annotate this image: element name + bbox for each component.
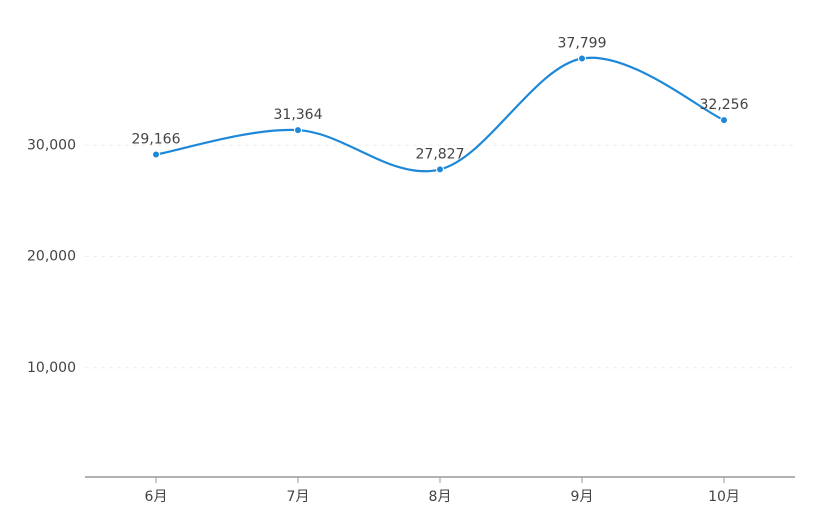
point: [578, 54, 586, 63]
y-tick-label: 10,000: [27, 360, 76, 376]
x-tick-label: 10月: [708, 489, 740, 505]
x-tick-label: 8月: [429, 489, 452, 505]
value-label: 32,256: [700, 97, 749, 113]
x-tick-label: 9月: [571, 489, 594, 505]
x-tick-label: 7月: [287, 489, 310, 505]
value-label: 31,364: [274, 107, 323, 123]
y-tick-label: 20,000: [27, 249, 76, 265]
value-label: 37,799: [558, 35, 607, 51]
y-tick-label: 30,000: [27, 137, 76, 153]
x-tick-label: 6月: [145, 489, 168, 505]
value-label: 27,827: [416, 146, 465, 162]
value-label: 29,166: [132, 132, 181, 148]
point: [294, 126, 302, 135]
point: [720, 116, 728, 125]
point: [436, 165, 444, 174]
point: [152, 150, 160, 159]
